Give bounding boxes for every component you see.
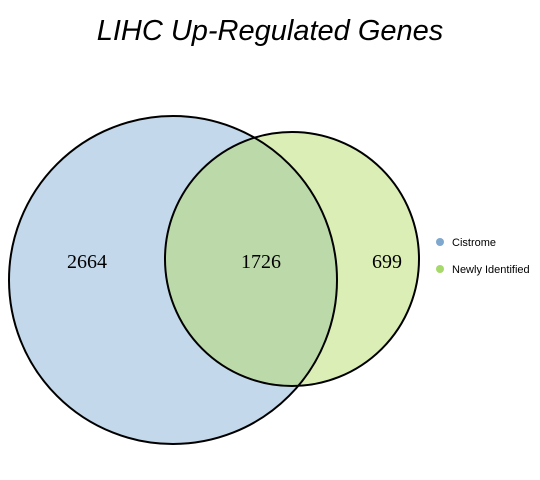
overlap-region bbox=[165, 132, 337, 386]
legend-label-newly-identified: Newly Identified bbox=[452, 264, 530, 276]
legend-label-cistrome: Cistrome bbox=[452, 237, 496, 249]
overlap-count: 1726 bbox=[241, 251, 281, 273]
legend: Cistrome Newly Identified bbox=[436, 237, 530, 276]
chart-title: LIHC Up-Regulated Genes bbox=[97, 15, 444, 47]
cistrome-circle-outline bbox=[8, 115, 338, 445]
newly-identified-circle-outline bbox=[164, 131, 420, 387]
legend-dot-newly-identified bbox=[436, 265, 444, 273]
cistrome-only-count: 2664 bbox=[67, 251, 107, 273]
legend-dot-cistrome bbox=[436, 238, 444, 246]
newly-identified-only-count: 699 bbox=[372, 251, 402, 273]
